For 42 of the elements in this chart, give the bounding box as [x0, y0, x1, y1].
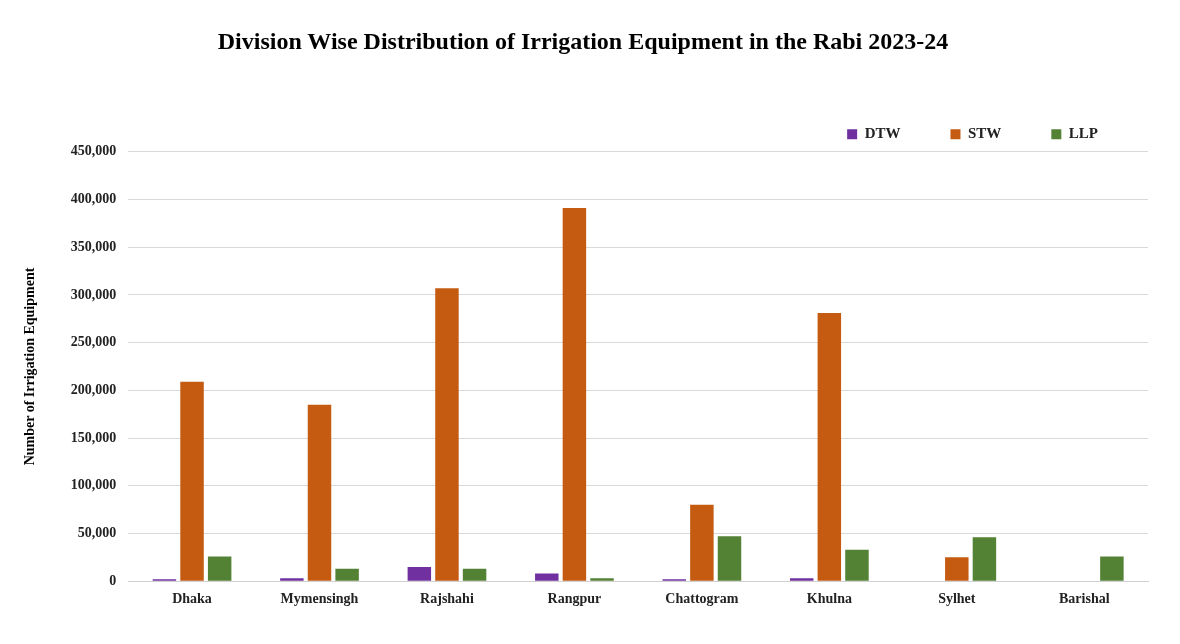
y-tick-label: 450,000 — [70, 143, 117, 159]
legend-label: STW — [967, 125, 1002, 142]
bar — [335, 568, 359, 581]
bar — [407, 566, 432, 581]
bar — [717, 536, 742, 581]
bar — [845, 549, 869, 581]
chart-title: Division Wise Distribution of Irrigation Equipment in the Rabi 2023-24 — [217, 27, 949, 54]
bar — [590, 578, 614, 581]
y-tick-label: 50,000 — [77, 525, 117, 541]
legend-label: DTW — [864, 125, 901, 142]
bar — [562, 208, 587, 581]
x-tick-label: Sylhet — [938, 591, 976, 607]
bar — [690, 504, 714, 581]
x-tick-label: Khulna — [806, 591, 852, 607]
x-tick-label: Dhaka — [172, 591, 212, 607]
bar — [435, 288, 459, 581]
x-tick-label: Rajshahi — [420, 591, 474, 607]
bar — [972, 537, 997, 581]
y-tick-label: 100,000 — [70, 477, 117, 493]
y-tick-label: 400,000 — [70, 191, 117, 207]
bar — [207, 556, 232, 581]
x-tick-label: Rangpur — [547, 591, 602, 607]
bar — [462, 568, 487, 581]
y-tick-label: 150,000 — [70, 429, 117, 445]
y-tick-label: 0 — [109, 572, 117, 588]
bar — [280, 578, 304, 581]
bar — [535, 573, 559, 581]
bar — [789, 578, 814, 581]
bar — [945, 557, 969, 581]
x-tick-label: Chattogram — [665, 591, 739, 607]
y-tick-label: 200,000 — [70, 381, 117, 397]
y-tick-label: 300,000 — [70, 286, 117, 302]
bar — [307, 404, 332, 581]
bar — [817, 313, 842, 581]
bar — [180, 381, 204, 581]
x-tick-label: Mymensingh — [280, 591, 359, 607]
bar — [1100, 556, 1124, 581]
y-axis-title: Number of Irrigation Equipment — [22, 267, 38, 466]
y-tick-label: 250,000 — [70, 334, 117, 350]
y-tick-label: 350,000 — [70, 238, 117, 254]
x-tick-label: Barishal — [1058, 591, 1110, 607]
legend-label: LLP — [1068, 125, 1099, 142]
